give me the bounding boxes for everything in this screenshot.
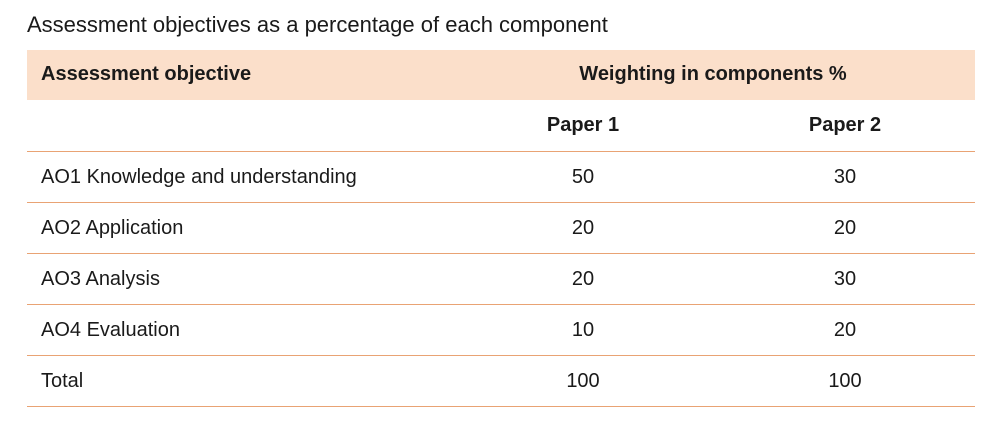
value-cell: 50 bbox=[571, 166, 595, 188]
value-cell: 30 bbox=[833, 268, 857, 290]
value-cell: 100 bbox=[566, 370, 600, 392]
value-cell: 20 bbox=[571, 217, 595, 239]
value-cell: 30 bbox=[833, 166, 857, 188]
header-band bbox=[27, 50, 975, 100]
row-rule bbox=[27, 406, 975, 407]
value-cell: 20 bbox=[571, 268, 595, 290]
subheader-cell: Paper 2 bbox=[808, 114, 882, 136]
value-cell: 20 bbox=[833, 319, 857, 341]
table-title: Assessment objectives as a percentage of… bbox=[27, 12, 608, 37]
row-rule bbox=[27, 304, 975, 305]
objective-cell: AO4 Evaluation bbox=[41, 319, 180, 341]
objective-cell: AO3 Analysis bbox=[41, 268, 160, 290]
objective-cell: AO2 Application bbox=[41, 217, 184, 239]
objective-cell: Total bbox=[41, 370, 84, 392]
row-rule bbox=[27, 202, 975, 203]
row-rule bbox=[27, 253, 975, 254]
value-cell: 20 bbox=[833, 217, 857, 239]
objective-cell: AO1 Knowledge and understanding bbox=[41, 166, 357, 188]
subheader-cell: Paper 1 bbox=[546, 114, 620, 136]
header-cell: Assessment objective bbox=[41, 63, 252, 85]
row-rule bbox=[27, 355, 975, 356]
row-rule bbox=[27, 151, 975, 152]
value-cell: 10 bbox=[571, 319, 595, 341]
value-cell: 100 bbox=[828, 370, 862, 392]
header-cell: Weighting in components % bbox=[579, 63, 847, 85]
